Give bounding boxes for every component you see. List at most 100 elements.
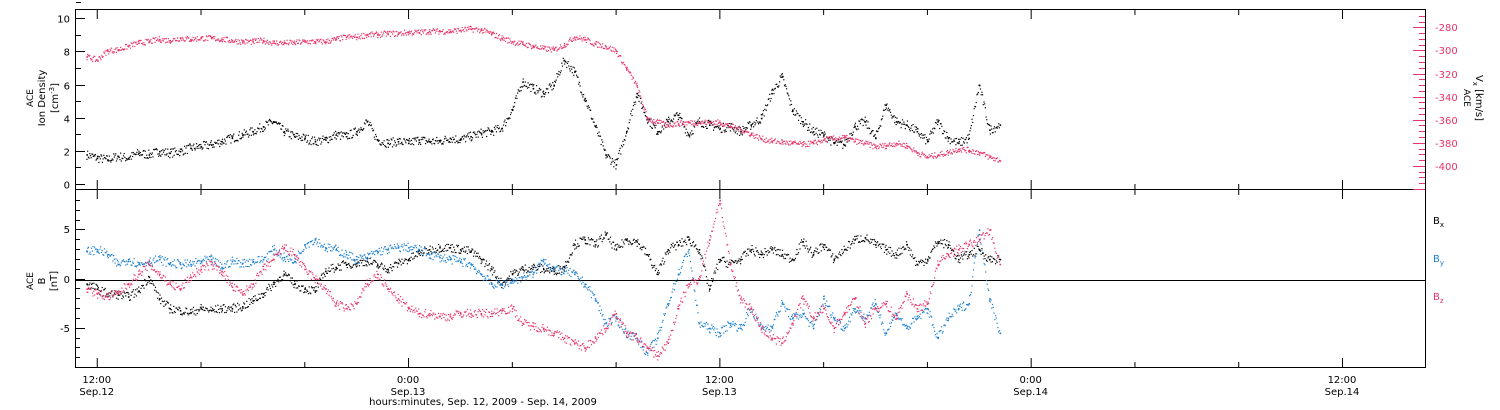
velocity-point [349,36,351,38]
density-point [866,120,868,122]
bx-point [743,251,746,253]
velocity-point [438,33,440,35]
bx-point [384,267,386,270]
bx-point [864,236,867,239]
density-point [181,148,183,150]
density-point [948,137,950,139]
bx-point [328,267,330,269]
bx-point [915,260,918,262]
velocity-point [890,144,892,147]
velocity-point [370,36,373,38]
density-point [778,81,781,83]
bx-point [308,286,310,288]
bx-point [154,289,156,291]
density-point [858,120,860,122]
density-point [938,119,940,122]
velocity-point [430,33,432,35]
by-point [289,258,291,260]
velocity-point [910,148,912,150]
velocity-point [553,49,555,51]
velocity-point [222,39,224,41]
velocity-point [625,67,628,70]
velocity-point [210,36,212,38]
by-point [115,258,117,260]
bx-point [712,278,714,280]
bx-point [905,248,907,250]
density-point [116,158,118,160]
by-point [191,264,193,266]
bx-point [670,243,673,246]
velocity-point [106,49,108,52]
bx-point [442,248,444,250]
bx-point [859,241,861,243]
velocity-point [500,39,502,42]
density-point [592,121,595,123]
velocity-point [736,127,739,129]
by-point [364,254,366,256]
bx-point [276,280,278,282]
density-point [378,139,380,142]
density-point [730,123,732,125]
density-point [497,125,499,127]
bx-point [560,268,562,270]
velocity-point [498,34,500,36]
velocity-point [295,40,297,43]
velocity-point [875,148,878,150]
velocity-point [159,38,161,41]
density-point [656,133,658,135]
velocity-point [937,155,939,157]
bx-point [591,239,593,241]
bx-point [142,284,144,287]
velocity-point [665,124,668,126]
bx-point [769,247,771,249]
bx-point [396,266,399,268]
velocity-point [313,42,315,44]
bx-point [824,244,826,246]
by-point [625,327,627,329]
density-point [316,144,318,146]
bx-point [872,238,874,241]
by-point [230,263,233,265]
by-point [200,260,202,262]
velocity-point [501,35,503,37]
density-point [444,135,446,137]
bx-point [378,266,380,268]
density-point [403,138,406,140]
density-point [814,128,817,130]
velocity-point [666,126,668,128]
bx-point [177,309,179,311]
bx-point [386,269,388,271]
bx-point [546,270,548,272]
density-point [274,121,276,124]
density-point [301,136,303,138]
velocity-point [343,34,345,37]
density-point [173,154,175,156]
density-point [298,134,300,137]
by-point [296,254,298,256]
velocity-point [628,72,630,74]
density-point [236,139,238,141]
velocity-point [224,41,226,43]
density-point [496,126,498,129]
bx-point [998,258,1000,260]
velocity-point [772,140,774,142]
bx-point [612,241,615,243]
velocity-point [867,141,869,143]
by-point [947,317,950,320]
density-point [344,133,347,135]
density-point [132,155,134,158]
velocity-point [802,143,804,146]
density-point [743,130,746,133]
velocity-point [542,45,544,47]
by-point [473,268,475,270]
by-point [216,258,218,261]
bx-point [183,312,185,314]
density-point [323,139,325,141]
density-point [891,117,893,119]
by-point [189,261,191,263]
density-point [540,88,542,91]
velocity-point [429,32,432,34]
bx-point [122,295,124,297]
velocity-point [238,43,240,45]
velocity-point [456,32,458,34]
